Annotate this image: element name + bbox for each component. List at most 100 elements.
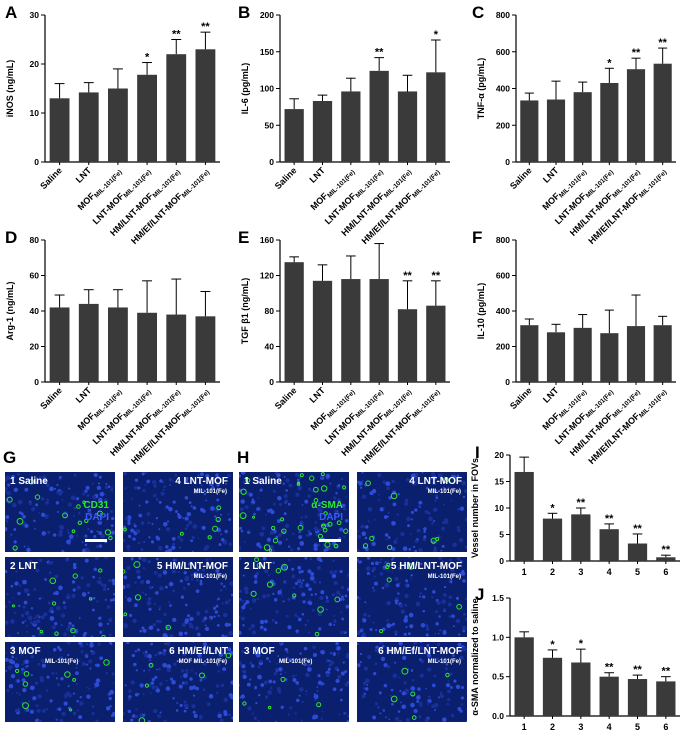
stain-signal bbox=[6, 496, 13, 503]
nucleus-dot bbox=[367, 520, 370, 523]
micrograph-tile: 6 HM/Ef/LNT-MOF MIL-101(Fe) bbox=[357, 642, 467, 722]
x-tick-label: 3 bbox=[578, 722, 583, 732]
nucleus-dot bbox=[200, 572, 206, 578]
nucleus-dot bbox=[26, 547, 31, 552]
nucleus-dot bbox=[148, 625, 154, 630]
nucleus-dot bbox=[460, 686, 465, 690]
nucleus-dot bbox=[178, 684, 183, 689]
nucleus-dot bbox=[171, 569, 177, 574]
y-tick-label: 200 bbox=[260, 10, 274, 20]
nucleus-dot bbox=[218, 652, 224, 657]
x-tick-label-text: LNT bbox=[74, 165, 94, 185]
nucleus-dot bbox=[425, 560, 428, 563]
x-tick-label-text: Saline bbox=[38, 385, 64, 411]
nucleus-dot bbox=[423, 535, 427, 539]
nucleus-dot bbox=[460, 703, 463, 706]
stain-signal bbox=[362, 543, 369, 549]
nucleus-dot bbox=[18, 511, 22, 515]
nucleus-dot bbox=[88, 687, 91, 690]
nucleus-dot bbox=[230, 680, 233, 685]
nucleus-dot bbox=[98, 544, 103, 548]
nucleus-dot bbox=[183, 700, 187, 704]
nucleus-dot bbox=[7, 665, 13, 671]
nucleus-dot bbox=[123, 712, 126, 715]
nucleus-dot bbox=[381, 586, 385, 590]
significance-mark: * bbox=[145, 52, 150, 64]
nucleus-dot bbox=[306, 619, 310, 622]
nucleus-dot bbox=[158, 608, 161, 611]
nucleus-dot bbox=[257, 665, 261, 668]
stain-signal bbox=[64, 671, 71, 678]
nucleus-dot bbox=[400, 609, 406, 614]
nucleus-dot bbox=[134, 581, 137, 584]
nucleus-dot bbox=[91, 608, 95, 612]
nucleus-dot bbox=[72, 692, 76, 695]
nucleus-dot bbox=[160, 491, 165, 496]
nucleus-dot bbox=[409, 651, 413, 655]
nucleus-dot bbox=[97, 497, 103, 503]
nucleus-dot bbox=[214, 649, 217, 652]
cat-sub: MIL-101(Fe) bbox=[638, 169, 668, 199]
nucleus-dot bbox=[40, 658, 45, 663]
nucleus-dot bbox=[196, 568, 200, 572]
nucleus-dot bbox=[99, 656, 103, 661]
nucleus-dot bbox=[459, 655, 464, 661]
nucleus-dot bbox=[202, 688, 206, 691]
significance-mark: ** bbox=[605, 662, 614, 674]
nucleus-dot bbox=[340, 477, 344, 481]
nucleus-dot bbox=[60, 623, 64, 627]
nucleus-dot bbox=[147, 560, 151, 564]
nucleus-dot bbox=[189, 616, 194, 622]
stain-signal bbox=[321, 523, 325, 527]
nucleus-dot bbox=[163, 648, 167, 652]
nucleus-dot bbox=[443, 593, 447, 597]
nucleus-dot bbox=[147, 719, 152, 722]
nucleus-dot bbox=[67, 502, 72, 507]
y-tick-label: 0.5 bbox=[492, 672, 504, 682]
nucleus-dot bbox=[381, 644, 385, 648]
nucleus-dot bbox=[242, 574, 245, 577]
nucleus-dot bbox=[443, 607, 446, 611]
nucleus-dot bbox=[433, 674, 437, 678]
significance-mark: ** bbox=[662, 666, 671, 678]
nucleus-dot bbox=[24, 659, 29, 664]
nucleus-dot bbox=[108, 633, 112, 637]
nucleus-dot bbox=[24, 610, 30, 616]
nucleus-dot bbox=[410, 702, 415, 708]
nucleus-dot bbox=[41, 614, 45, 618]
nucleus-dot bbox=[420, 623, 426, 628]
nucleus-dot bbox=[21, 663, 24, 666]
nucleus-dot bbox=[30, 607, 34, 610]
nucleus-dot bbox=[344, 594, 348, 598]
nucleus-dot bbox=[215, 691, 219, 695]
nucleus-dot bbox=[141, 626, 145, 630]
nucleus-dot bbox=[34, 476, 38, 480]
nucleus-dot bbox=[86, 686, 89, 688]
nucleus-dot bbox=[404, 603, 408, 607]
nucleus-dot bbox=[133, 530, 136, 533]
nucleus-dot bbox=[310, 662, 313, 665]
nucleus-dot bbox=[108, 696, 112, 701]
nucleus-dot bbox=[98, 519, 101, 522]
nucleus-dot bbox=[155, 688, 161, 693]
nucleus-dot bbox=[282, 600, 285, 603]
nucleus-dot bbox=[271, 618, 275, 622]
nucleus-dot bbox=[262, 557, 267, 561]
nucleus-dot bbox=[215, 684, 220, 688]
nucleus-dot bbox=[247, 706, 252, 711]
nucleus-dot bbox=[31, 634, 36, 637]
nucleus-dot bbox=[20, 653, 24, 656]
bar bbox=[627, 543, 648, 561]
y-axis-label: IL-6 (pg/mL) bbox=[240, 63, 250, 115]
x-tick-label: 1 bbox=[522, 567, 527, 577]
stain-signal bbox=[54, 631, 59, 636]
nucleus-dot bbox=[313, 580, 317, 584]
nucleus-dot bbox=[365, 566, 371, 571]
nucleus-dot bbox=[5, 657, 9, 662]
nucleus-dot bbox=[285, 478, 290, 483]
nucleus-dot bbox=[274, 667, 279, 672]
nucleus-dot bbox=[202, 675, 207, 680]
nucleus-dot bbox=[27, 593, 30, 597]
nucleus-dot bbox=[86, 494, 90, 497]
nucleus-dot bbox=[241, 599, 244, 603]
